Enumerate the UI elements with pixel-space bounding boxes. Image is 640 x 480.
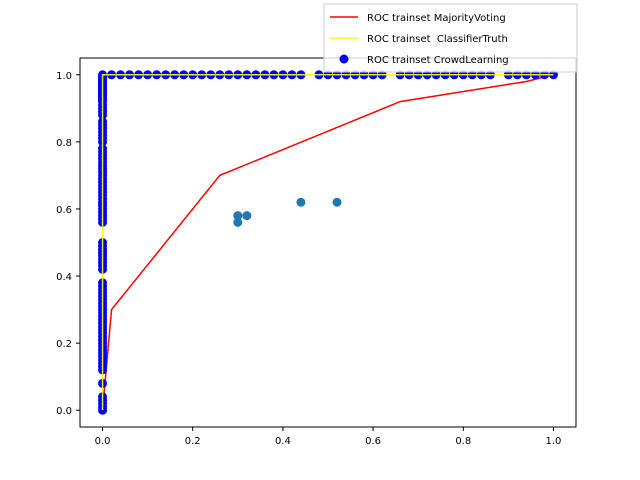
y-tick-label-5: 1.0 [56,71,72,82]
x-tick-label-2: 0.4 [275,436,291,447]
data-point-s3-2 [242,211,252,221]
x-tick-label-3: 0.6 [365,436,381,447]
data-point-s3-1 [233,211,243,221]
y-tick-label-2: 0.4 [56,272,72,283]
legend-label-classifier-truth: ROC trainset ClassifierTruth [367,34,508,45]
x-tick-label-1: 0.2 [185,436,201,447]
y-tick-label-0: 0.0 [56,406,72,417]
data-point-s3-4 [332,197,342,207]
ticks-layer: 0.0 0.2 0.4 0.6 0.8 1.0 0.0 0.2 0.4 0.6 0.8 1.0 [56,71,561,447]
legend-label-crowd-learning: ROC trainset CrowdLearning [367,55,509,66]
data-point-s3-0 [233,217,243,227]
x-tick-label-5: 1.0 [546,436,562,447]
x-tick-label-4: 0.8 [455,436,471,447]
x-tick-label-0: 0.0 [95,436,111,447]
y-tick-label-3: 0.6 [56,205,72,216]
legend-box [323,3,578,73]
data-point-s3-3 [296,197,306,207]
series-line-overlay-1 [101,74,554,411]
legend: ROC trainset MajorityVoting ROC trainset… [323,3,578,73]
legend-label-majority-voting: ROC trainset MajorityVoting [367,13,506,24]
y-tick-label-4: 0.8 [56,138,72,149]
legend-swatch-crowd-learning [339,54,349,64]
plot-layer [98,70,558,415]
series-line-0 [101,74,554,411]
y-tick-label-1: 0.2 [56,339,72,350]
